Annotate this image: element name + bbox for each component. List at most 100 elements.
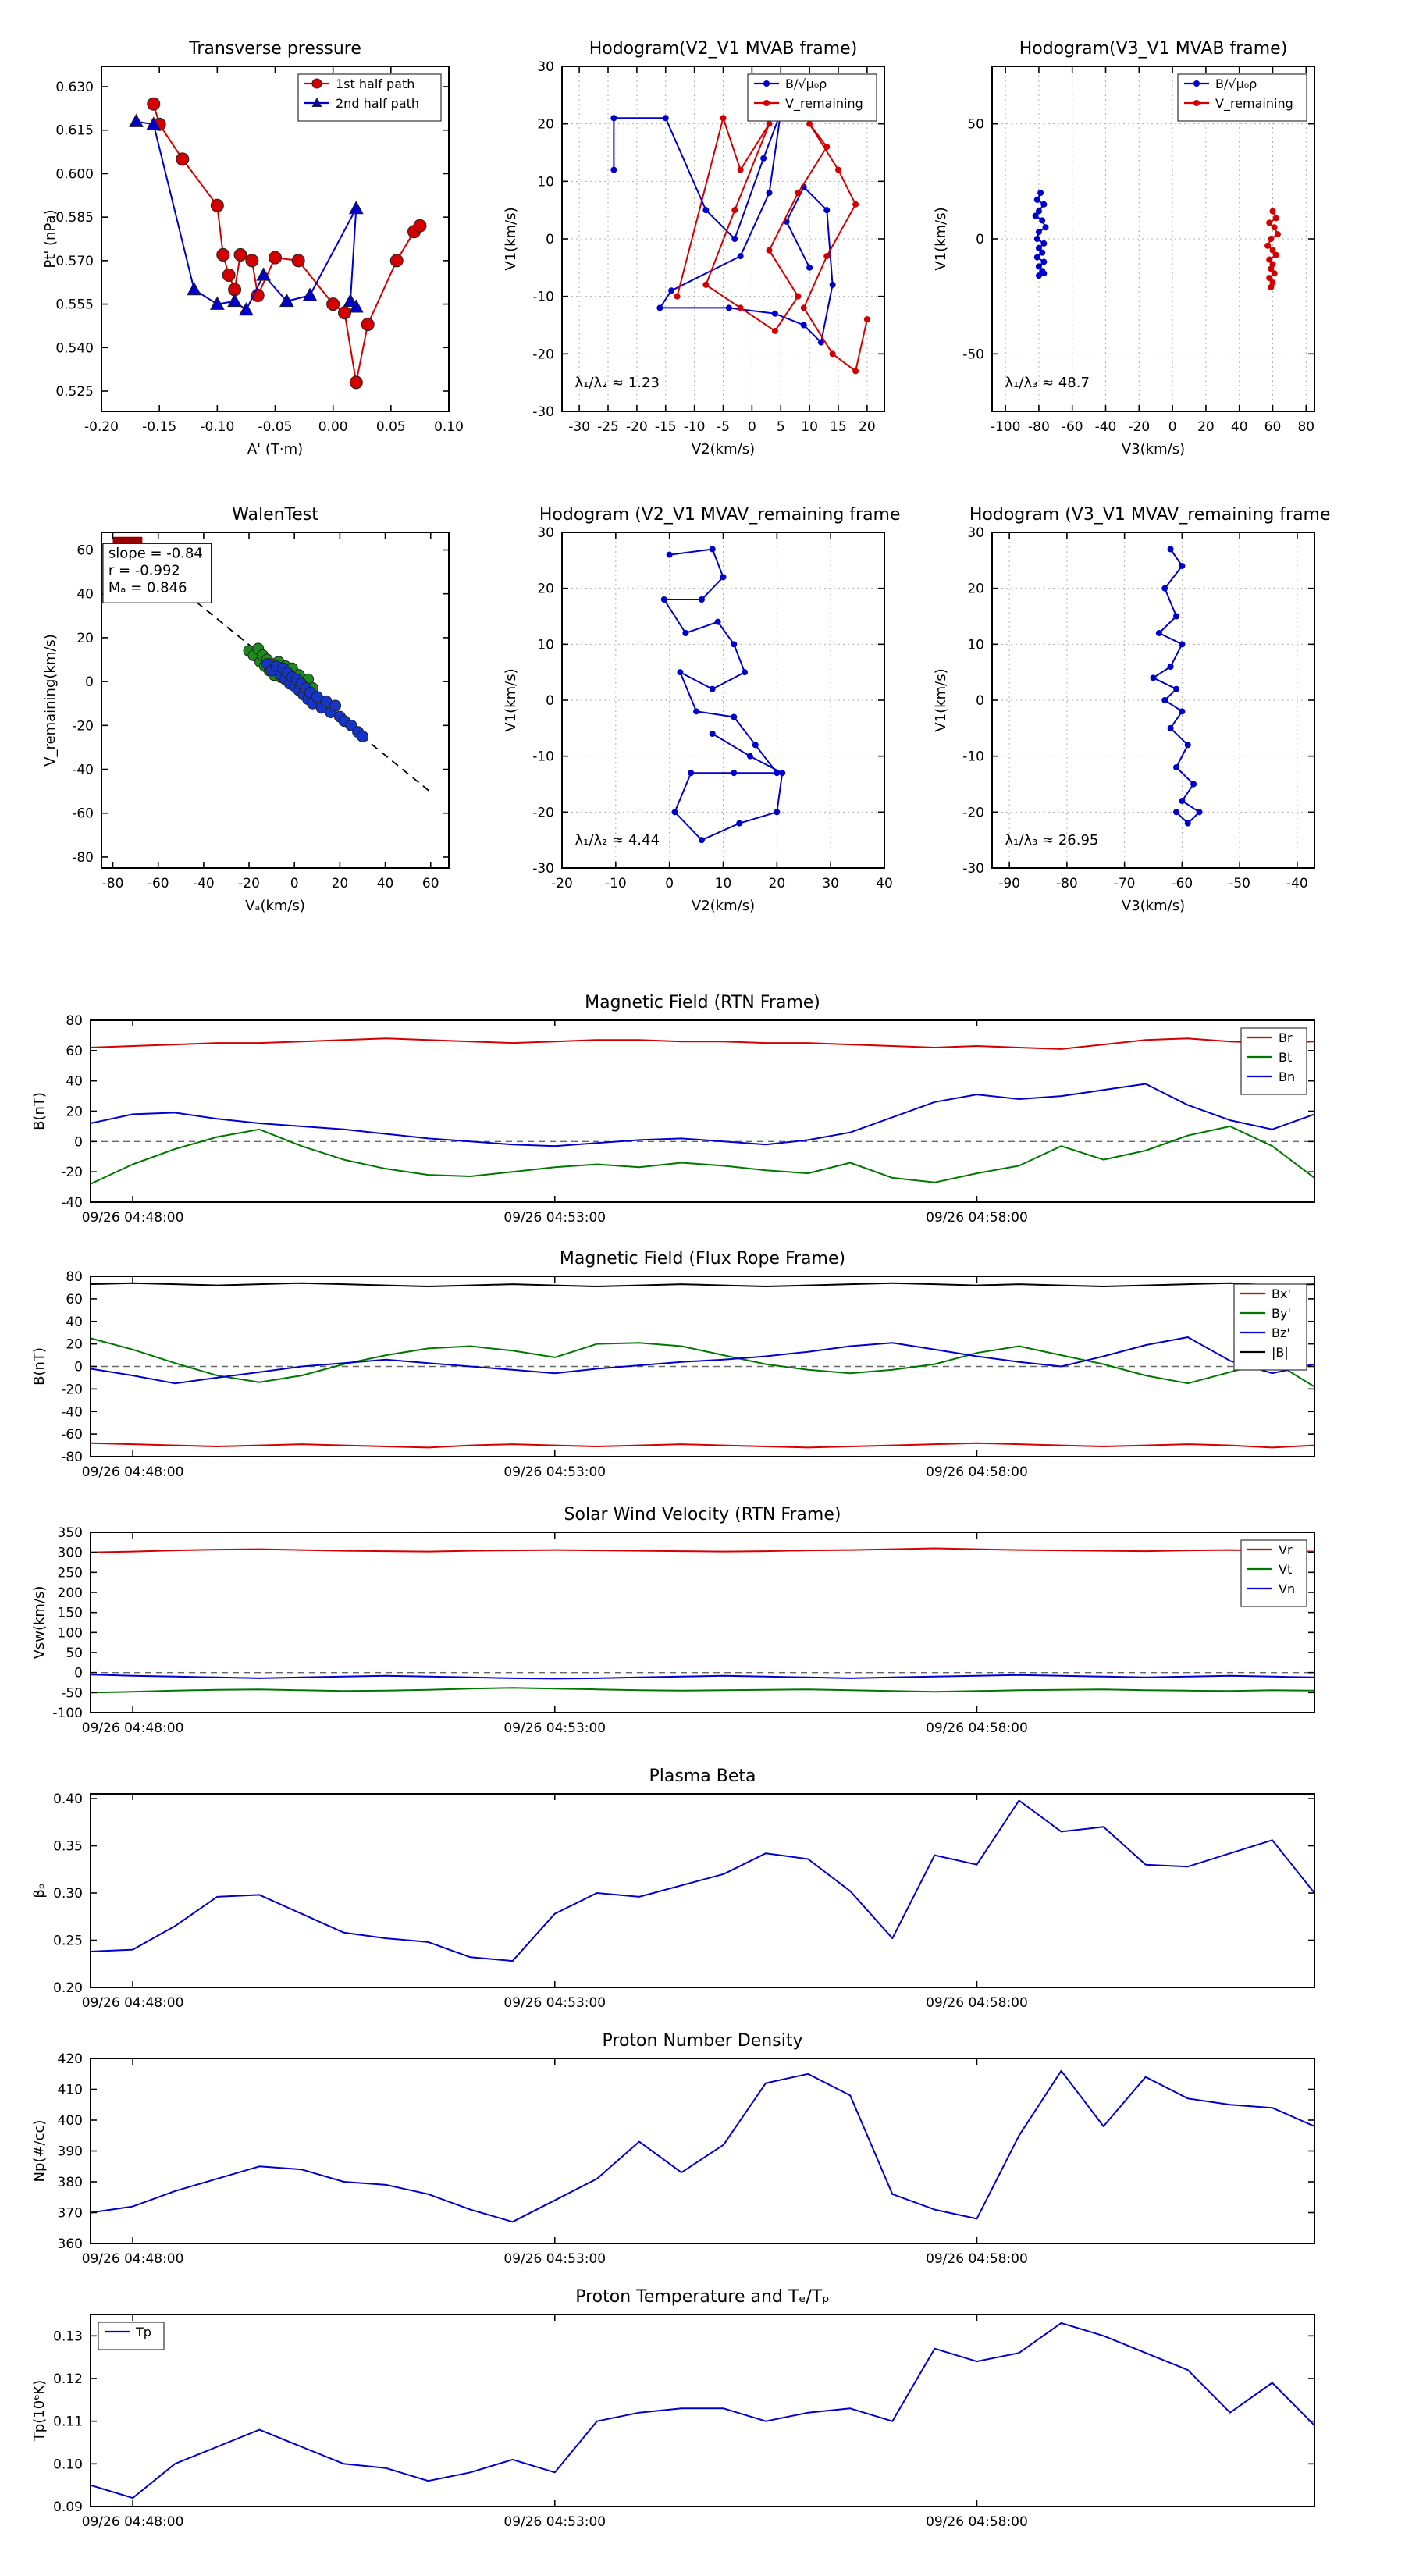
legend: Tp	[98, 2322, 165, 2350]
chart-title: Plasma Beta	[649, 1767, 756, 1786]
legend-label: 2nd half path	[336, 96, 419, 111]
x-tick-label: 20	[859, 419, 876, 435]
series-line-B/√μ₀ρ	[613, 111, 834, 343]
y-tick-label: -100	[52, 1706, 83, 1721]
chart-svg: -80 -60 -40 -20 0 20 40 60 -80 -60 -40 -20 0 20 40 60 Wa…	[42, 505, 450, 914]
y-tick-label: 0.12	[53, 2371, 83, 2387]
series-markers-2nd half path	[129, 113, 364, 316]
x-tick-label: 40	[876, 876, 893, 891]
series-line-Tp	[90, 2322, 1315, 2500]
svg-text:λ₁/λ₃ ≈ 26.95: λ₁/λ₃ ≈ 26.95	[1005, 832, 1099, 849]
y-tick-label: 420	[58, 2051, 83, 2067]
chart-svg: 09/26 04:48:00 09/26 04:53:00 09/26 04:58:…	[31, 2031, 1315, 2267]
legend-label: By'	[1272, 1306, 1291, 1321]
x-tick-label: -30	[568, 419, 590, 435]
x-axis-label: V3(km/s)	[1122, 441, 1185, 457]
x-axis-label: V2(km/s)	[692, 898, 755, 914]
chart-title: Hodogram(V3_V1 MVAB frame)	[1019, 39, 1288, 59]
y-tick-label: -20	[962, 805, 984, 820]
legend: B/√μ₀ρ V_remaining	[747, 73, 877, 122]
y-tick-label: 40	[66, 1315, 83, 1330]
y-tick-label: 0.585	[55, 210, 94, 226]
x-tick-label: -70	[1114, 876, 1136, 891]
y-tick-label: 0.11	[53, 2414, 83, 2430]
chart-svg: -90 -80 -70 -60 -50 -40 -30 -20 -10 0 10 20 30Hodogr…	[933, 505, 1337, 914]
y-tick-label: 400	[58, 2113, 83, 2129]
x-tick-label: -60	[1171, 876, 1193, 891]
y-tick-label: 20	[537, 117, 554, 133]
series-line-Bn	[90, 1083, 1315, 1147]
chart-title: Hodogram(V2_V1 MVAB frame)	[589, 39, 858, 59]
series-line-0	[90, 1799, 1315, 1962]
series-markers-B/√μ₀ρ	[1032, 190, 1049, 279]
y-tick-label: 380	[58, 2175, 83, 2190]
y-tick-label: 0	[976, 232, 984, 247]
x-tick-label: 0.05	[376, 419, 406, 435]
y-tick-label: 80	[66, 1013, 83, 1029]
x-tick-label: 09/26 04:58:00	[926, 2514, 1028, 2530]
y-tick-label: 0.20	[53, 1980, 83, 1996]
axes-frame	[90, 1793, 1315, 1988]
chart-walen-test: -80 -60 -40 -20 0 20 40 60 -80 -60 -40 -20 0 20 40 60 Wa…	[23, 497, 464, 923]
y-tick-label: 0.555	[55, 297, 94, 313]
y-tick-label: -20	[61, 1165, 83, 1180]
x-tick-label: -20	[626, 419, 648, 435]
x-tick-label: 09/26 04:53:00	[503, 2251, 606, 2267]
y-tick-label: 300	[58, 1546, 83, 1561]
y-tick-label: 0.13	[53, 2329, 83, 2344]
x-tick-label: 09/26 04:53:00	[503, 2514, 606, 2530]
x-tick-label: 20	[769, 876, 786, 891]
svg-text:slope = -0.84: slope = -0.84	[108, 545, 203, 561]
axes-frame	[90, 1532, 1315, 1713]
x-tick-label: -80	[1028, 419, 1050, 435]
legend-label: Bx'	[1272, 1286, 1291, 1301]
legend-label: Tp	[135, 2325, 151, 2339]
x-tick-label: 09/26 04:48:00	[82, 1210, 184, 1226]
y-tick-label: -30	[532, 404, 554, 420]
x-tick-label: -0.20	[84, 419, 119, 435]
y-tick-label: 0.570	[55, 254, 94, 269]
chart-transverse-pressure: -0.20 -0.15 -0.10 -0.05 0.00 0.05 0.10 0.525 0.5…	[23, 31, 464, 466]
y-tick-label: -40	[61, 1195, 83, 1211]
chart-title: Magnetic Field (Flux Rope Frame)	[560, 1249, 845, 1268]
y-tick-label: 150	[58, 1606, 83, 1621]
y-axis-label: V1(km/s)	[503, 207, 519, 270]
x-tick-label: -60	[148, 876, 169, 891]
x-tick-label: 0	[748, 419, 756, 435]
x-tick-label: -80	[1056, 876, 1078, 891]
y-tick-label: 10	[537, 637, 554, 653]
y-tick-label: 40	[76, 587, 94, 603]
x-tick-label: -40	[1286, 876, 1308, 891]
x-tick-label: -40	[1095, 419, 1117, 435]
x-tick-label: -0.05	[258, 419, 293, 435]
series-group	[90, 2322, 1315, 2500]
x-axis-label: V3(km/s)	[1122, 898, 1185, 914]
x-tick-label: 09/26 04:58:00	[926, 1720, 1028, 1736]
series-markers-3	[261, 658, 368, 742]
chart-svg: 09/26 04:48:00 09/26 04:53:00 09/26 04:58:…	[31, 993, 1315, 1226]
chart-proton-number-density: 09/26 04:48:00 09/26 04:53:00 09/26 04:58:…	[23, 2023, 1327, 2275]
y-tick-label: 10	[967, 637, 984, 653]
legend-label: 1st half path	[336, 76, 414, 91]
legend: 1st half path 2nd half path	[297, 73, 442, 122]
y-tick-label: 0	[74, 1360, 83, 1375]
series-line-0	[90, 2069, 1315, 2223]
series-markers-V_remaining	[1264, 208, 1281, 290]
y-tick-label: -60	[72, 806, 94, 822]
chart-svg: 09/26 04:48:00 09/26 04:53:00 09/26 04:58:…	[31, 1505, 1315, 1736]
legend-label: B/√μ₀ρ	[785, 76, 827, 91]
y-axis-label: V1(km/s)	[933, 668, 949, 731]
x-tick-label: 09/26 04:58:00	[926, 2251, 1028, 2267]
chart-title: Solar Wind Velocity (RTN Frame)	[564, 1505, 841, 1525]
chart-title: WalenTest	[232, 505, 318, 525]
x-tick-label: -20	[551, 876, 573, 891]
y-axis-label: V_remaining(km/s)	[42, 634, 59, 767]
y-tick-label: 200	[58, 1585, 83, 1601]
x-tick-label: -15	[655, 419, 677, 435]
x-tick-label: -80	[102, 876, 124, 891]
y-tick-label: -20	[61, 1382, 83, 1397]
series-group	[90, 2069, 1315, 2223]
y-tick-label: 0	[976, 693, 984, 709]
y-tick-label: 30	[967, 525, 984, 541]
legend: Br Bt Bn	[1240, 1027, 1307, 1095]
